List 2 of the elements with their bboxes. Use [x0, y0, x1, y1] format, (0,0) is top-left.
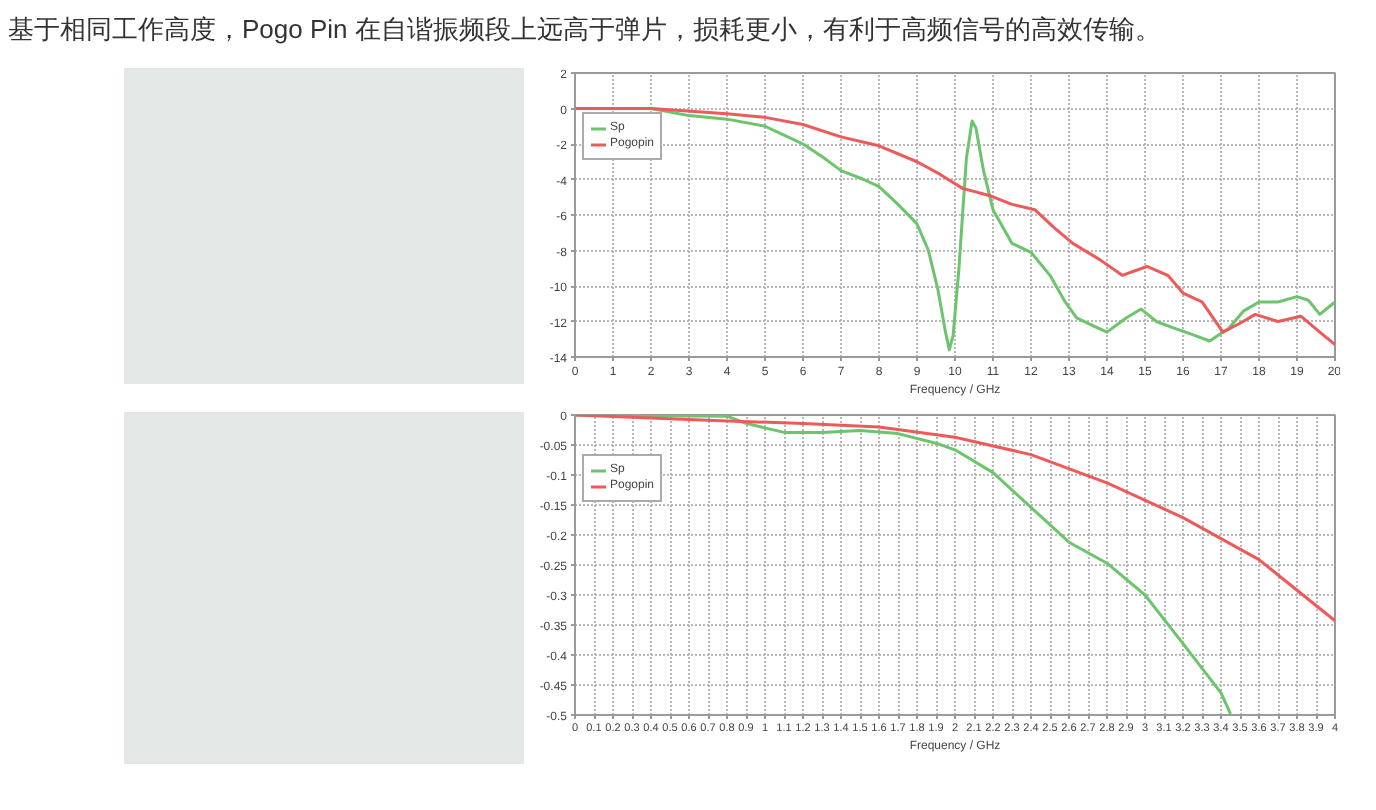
chart-title: 基于相同工作高度，Pogo Pin 在自谐振频段上远高于弹片，损耗更小，有利于高频信号的高效传输。	[6, 12, 1161, 48]
line-series	[575, 415, 1335, 623]
